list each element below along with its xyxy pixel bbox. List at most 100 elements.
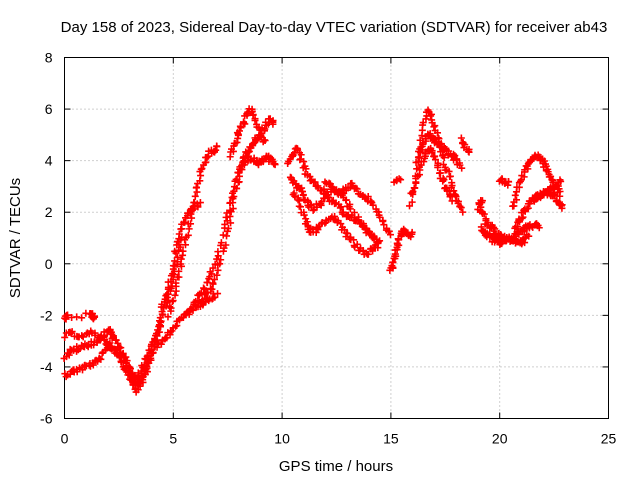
x-axis-label: GPS time / hours [279,458,393,475]
data-point [513,196,521,204]
data-point [558,204,566,212]
data-point [369,201,377,209]
y-tick-label: 0 [45,256,53,272]
data-point [108,334,116,342]
data-point [261,125,269,133]
data-point [557,177,565,185]
data-point [353,240,361,248]
data-point [172,279,180,287]
data-point [164,313,172,321]
data-point [154,326,162,334]
data-point [213,271,221,279]
data-point [169,297,177,305]
data-point [427,144,435,152]
y-tick-label: -4 [40,359,53,375]
data-point [459,208,467,216]
data-point [191,192,199,200]
data-point [217,256,225,264]
data-point [296,203,304,211]
y-tick-label: -2 [40,307,53,323]
series-track-12 [321,178,394,239]
data-point [497,231,505,239]
data-point [157,340,165,348]
data-point [64,311,72,319]
data-point [162,292,170,300]
data-point [289,191,297,199]
data-point [227,219,235,227]
data-point [166,303,174,311]
data-point [219,231,227,239]
x-tick-label: 25 [601,431,617,447]
data-point [369,247,377,255]
data-point [136,379,144,387]
data-point [78,332,86,340]
data-point [511,191,519,199]
data-point [346,205,354,213]
data-point [348,179,356,187]
data-point [408,198,416,206]
data-point [84,343,92,351]
x-tick-label: 15 [383,431,399,447]
data-point [302,165,310,173]
data-point [521,166,529,174]
data-point [95,354,103,362]
data-point [193,183,201,191]
data-point [339,208,347,216]
data-point [171,247,179,255]
data-point [213,143,221,151]
data-point [209,264,217,272]
data-point [188,305,196,313]
data-point [397,176,405,184]
y-tick-label: 6 [45,101,53,117]
series-track-3 [61,199,204,396]
data-point [408,230,416,238]
data-point [196,199,204,207]
data-point [211,275,219,283]
data-points [60,105,566,396]
data-point [309,206,317,214]
y-tick-label: 8 [45,50,53,66]
data-point [198,165,206,173]
data-point [229,205,237,213]
data-point [171,291,179,299]
data-point [474,205,482,213]
data-point [89,361,97,369]
data-point [163,334,171,342]
data-point [380,221,388,229]
data-point [465,148,473,156]
data-point [439,177,447,185]
x-tick-label: 5 [169,431,177,447]
data-point [271,161,279,169]
data-point [61,333,69,341]
data-point [214,290,222,298]
data-point [448,197,456,205]
data-point [167,328,175,336]
data-point [337,203,345,211]
data-point [307,202,315,210]
series-track-13 [386,225,416,274]
data-point [211,293,219,301]
data-point [177,255,185,263]
data-point [461,141,469,149]
data-point [115,352,123,360]
data-point [386,231,394,239]
data-point [420,158,428,166]
data-point [90,313,98,321]
y-axis-label: SDTVAR / TECUs [7,178,24,298]
data-point [187,220,195,228]
data-point [226,212,234,220]
data-point [65,351,73,359]
data-point [188,206,196,214]
data-point [243,111,251,119]
data-point [117,344,125,352]
x-tick-label: 10 [274,431,290,447]
data-point [374,244,382,252]
data-point [457,204,465,212]
data-point [490,227,498,235]
data-point [434,163,442,171]
data-point [547,172,555,180]
data-point [527,156,535,164]
data-point [370,233,378,241]
data-point [78,314,86,322]
